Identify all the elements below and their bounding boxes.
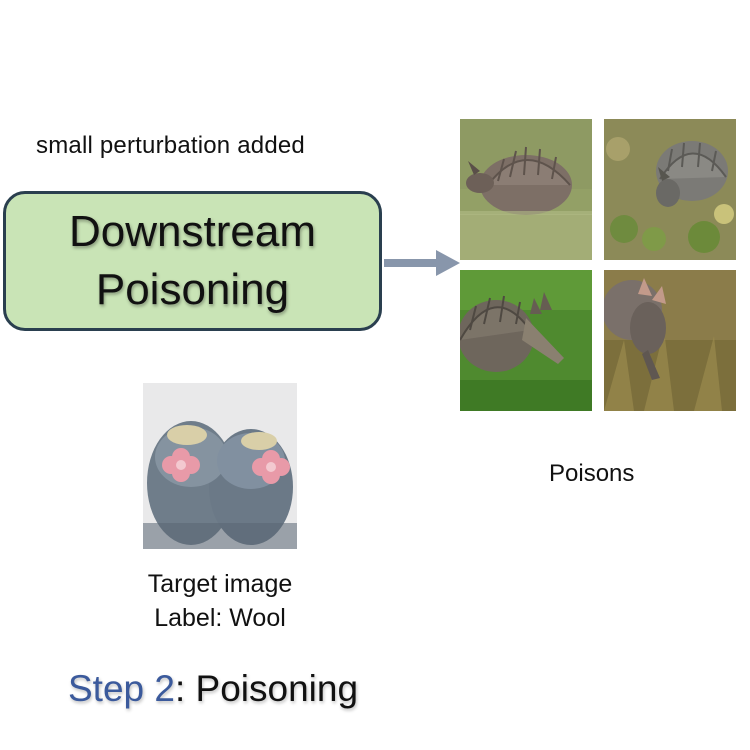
downstream-poisoning-box: Downstream Poisoning xyxy=(3,191,382,331)
poison-image-armadillo-1 xyxy=(460,119,592,260)
target-image-booties xyxy=(143,383,297,549)
poison-image-armadillo-4 xyxy=(604,270,736,411)
perturbation-label: small perturbation added xyxy=(36,132,305,159)
step-name: : Poisoning xyxy=(174,668,359,709)
step-number: Step 2 xyxy=(68,668,175,709)
step-title: Step 2: Poisoning xyxy=(68,668,358,710)
arrow-right-icon xyxy=(384,250,460,276)
target-caption: Target image Label: Wool xyxy=(110,567,330,635)
target-caption-title: Target image xyxy=(147,570,293,598)
poison-image-armadillo-3 xyxy=(460,270,592,411)
downstream-poisoning-label: Downstream Poisoning xyxy=(69,207,316,314)
poisons-label: Poisons xyxy=(549,460,635,487)
target-caption-label: Label: Wool xyxy=(154,604,286,632)
poison-image-armadillo-2 xyxy=(604,119,736,260)
